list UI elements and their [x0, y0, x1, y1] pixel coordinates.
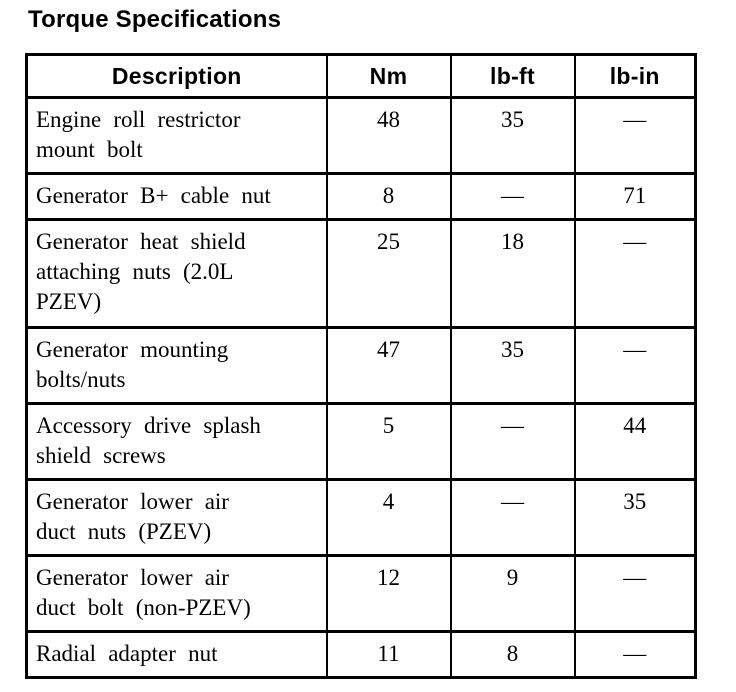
table-row: Radial adapter nut 11 8 — — [25, 630, 697, 679]
lb-ft-value-cell: — — [449, 478, 576, 557]
table-row: Generator B+ cable nut 8 — 71 — [25, 172, 697, 221]
table-row: Generator lower air duct nuts (PZEV) 4 —… — [25, 478, 697, 557]
nm-value-cell: 47 — [325, 326, 452, 405]
nm-value-cell: 4 — [325, 478, 452, 557]
nm-value-cell: 8 — [325, 172, 452, 221]
torque-specifications-table: Description Nm lb-ft lb-in Engine roll r… — [25, 53, 697, 679]
description-cell: Engine roll restrictor mount bolt — [25, 96, 328, 175]
lb-ft-value-cell: 18 — [449, 218, 576, 329]
column-header-lb-ft: lb-ft — [449, 53, 576, 99]
table-body: Engine roll restrictor mount bolt 48 35 … — [25, 96, 697, 679]
nm-value-cell: 5 — [325, 402, 452, 481]
description-cell: Generator B+ cable nut — [25, 172, 328, 221]
nm-value-cell: 12 — [325, 554, 452, 633]
description-cell: Generator mounting bolts/nuts — [25, 326, 328, 405]
description-cell: Generator heat shield attaching nuts (2.… — [25, 218, 328, 329]
lb-in-value-cell: — — [573, 630, 697, 679]
column-header-nm: Nm — [325, 53, 452, 99]
nm-value-cell: 25 — [325, 218, 452, 329]
table-row: Engine roll restrictor mount bolt 48 35 … — [25, 96, 697, 175]
table-row: Generator lower air duct bolt (non-PZEV)… — [25, 554, 697, 633]
column-header-lb-in: lb-in — [573, 53, 697, 99]
lb-ft-value-cell: — — [449, 172, 576, 221]
table-row: Generator heat shield attaching nuts (2.… — [25, 218, 697, 329]
lb-in-value-cell: 44 — [573, 402, 697, 481]
lb-ft-value-cell: 8 — [449, 630, 576, 679]
table-row: Generator mounting bolts/nuts 47 35 — — [25, 326, 697, 405]
lb-in-value-cell: — — [573, 96, 697, 175]
description-cell: Radial adapter nut — [25, 630, 328, 679]
lb-in-value-cell: 35 — [573, 478, 697, 557]
column-header-description: Description — [25, 53, 328, 99]
lb-ft-value-cell: 35 — [449, 326, 576, 405]
nm-value-cell: 11 — [325, 630, 452, 679]
nm-value-cell: 48 — [325, 96, 452, 175]
lb-in-value-cell: — — [573, 218, 697, 329]
lb-in-value-cell: — — [573, 326, 697, 405]
lb-ft-value-cell: 9 — [449, 554, 576, 633]
table-row: Accessory drive splash shield screws 5 —… — [25, 402, 697, 481]
description-cell: Generator lower air duct nuts (PZEV) — [25, 478, 328, 557]
lb-ft-value-cell: 35 — [449, 96, 576, 175]
lb-in-value-cell: 71 — [573, 172, 697, 221]
description-cell: Accessory drive splash shield screws — [25, 402, 328, 481]
page-title: Torque Specifications — [28, 6, 282, 33]
lb-in-value-cell: — — [573, 554, 697, 633]
header-row: Description Nm lb-ft lb-in — [25, 53, 697, 99]
description-cell: Generator lower air duct bolt (non-PZEV) — [25, 554, 328, 633]
lb-ft-value-cell: — — [449, 402, 576, 481]
